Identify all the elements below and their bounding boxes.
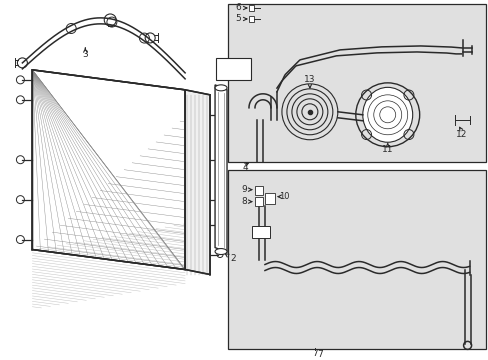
Bar <box>227 170 485 349</box>
Text: 9: 9 <box>241 185 246 194</box>
Text: 6: 6 <box>235 4 241 13</box>
Text: 8: 8 <box>241 197 246 206</box>
Bar <box>216 58 250 80</box>
Polygon shape <box>215 85 226 253</box>
Ellipse shape <box>215 85 226 91</box>
Text: 10: 10 <box>278 192 288 201</box>
Bar <box>248 16 253 22</box>
Text: 13: 13 <box>304 75 315 84</box>
Text: 7: 7 <box>316 350 322 359</box>
Polygon shape <box>32 70 185 270</box>
Ellipse shape <box>362 87 412 142</box>
Bar <box>254 197 263 206</box>
Text: 7: 7 <box>311 349 317 358</box>
Polygon shape <box>185 90 210 275</box>
Text: 5: 5 <box>235 14 241 23</box>
Text: 2: 2 <box>230 254 235 263</box>
Bar <box>251 226 269 238</box>
Text: 3: 3 <box>82 50 88 59</box>
Bar <box>264 193 274 204</box>
Text: 4: 4 <box>242 163 247 172</box>
Bar <box>254 186 263 195</box>
Text: 11: 11 <box>381 145 393 154</box>
Text: 1: 1 <box>230 63 235 72</box>
Text: 12: 12 <box>455 130 467 139</box>
Bar <box>227 4 485 162</box>
Bar <box>248 5 253 11</box>
Ellipse shape <box>215 248 226 255</box>
